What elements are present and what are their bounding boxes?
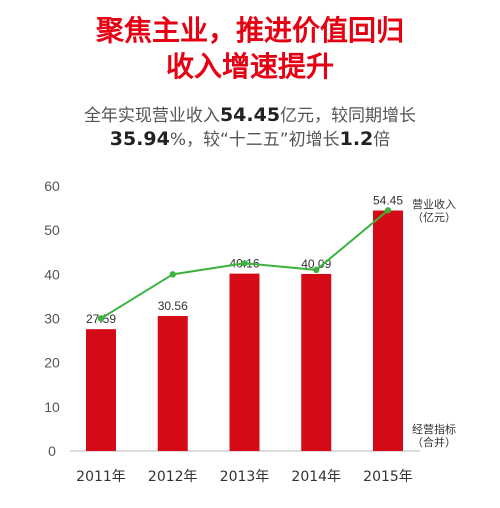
legend-line-label-1: 营业收入 <box>412 197 456 211</box>
chart-title-line1: 聚焦主业，推进价值回归 <box>95 14 404 47</box>
bar <box>373 210 403 451</box>
legend-line: 营业收入 （亿元） <box>412 197 456 224</box>
x-tick-label: 2014年 <box>291 469 341 485</box>
legend-line-label-2: （亿元） <box>412 211 456 224</box>
y-tick-label: 0 <box>48 443 56 459</box>
y-tick-label: 10 <box>44 399 60 415</box>
summary-growth-value: 35.94 <box>109 128 170 150</box>
y-tick-label: 60 <box>44 178 60 194</box>
y-tick-label: 40 <box>44 266 60 282</box>
bar-data-label: 30.56 <box>158 299 188 313</box>
summary-text: 全年实现营业收入 <box>83 106 220 126</box>
summary-line1: 全年实现营业收入54.45亿元，较同期增长 <box>0 104 500 127</box>
trend-point <box>97 315 105 322</box>
trend-points <box>97 207 392 322</box>
y-tick-label: 20 <box>44 355 60 371</box>
summary-line2: 35.94%，较“十二五”初增长1.2倍 <box>0 128 500 151</box>
x-tick-label: 2011年 <box>76 469 126 485</box>
x-axis: 2011年 2012年 2013年 2014年 2015年 <box>76 469 413 485</box>
summary-text: 亿元，较同期增长 <box>280 106 417 126</box>
trend-point <box>384 207 392 214</box>
trend-point <box>313 266 320 274</box>
trend-point <box>169 271 176 278</box>
bar-data-label: 40.09 <box>301 257 331 271</box>
chart-title-line2: 收入增速提升 <box>165 50 334 83</box>
x-tick-label: 2012年 <box>148 469 198 485</box>
bar <box>229 273 260 451</box>
y-axis: 0 10 20 30 40 50 60 <box>44 178 60 459</box>
y-tick-label: 30 <box>44 311 60 327</box>
bar-data-label: 54.45 <box>373 194 403 208</box>
summary-text: %，较“十二五”初增长 <box>169 130 340 150</box>
summary-multiple-value: 1.2 <box>339 128 374 150</box>
legend-bar-label-1: 经营指标 <box>412 422 456 436</box>
bar <box>301 273 332 451</box>
bar <box>157 316 188 451</box>
legend-bar-label-2: （合并） <box>412 435 456 449</box>
x-tick-label: 2015年 <box>363 469 413 485</box>
y-tick-label: 50 <box>44 222 60 238</box>
bar <box>86 329 116 451</box>
legend-bar: 经营指标 （合并） <box>412 422 456 449</box>
trend-point <box>241 260 248 267</box>
summary-revenue-value: 54.45 <box>219 104 281 126</box>
bar-series <box>86 210 403 451</box>
summary-text: 倍 <box>373 130 391 150</box>
x-tick-label: 2013年 <box>220 469 270 485</box>
